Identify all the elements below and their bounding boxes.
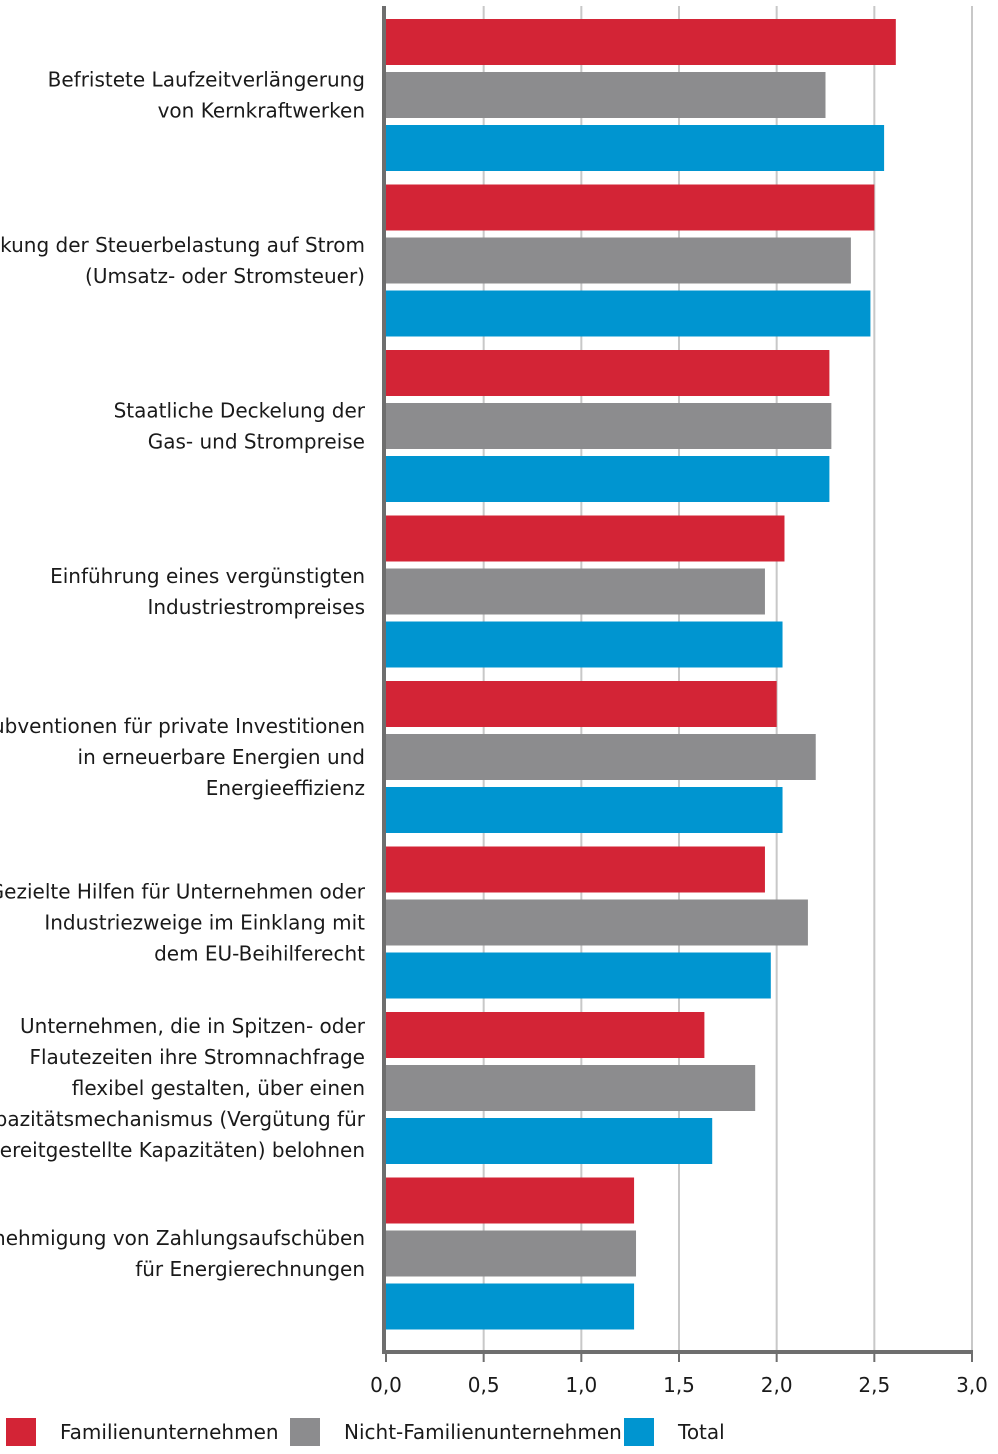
axes [382, 6, 973, 1362]
x-tick-label: 1,5 [663, 1373, 695, 1397]
x-tick-label: 0,0 [370, 1373, 402, 1397]
category-label-line: Kapazitätsmechanismus (Vergütung für [0, 1107, 366, 1131]
category-label-line: bereitgestellte Kapazitäten) belohnen [0, 1138, 365, 1162]
x-tick-labels: 0,0 0,5 1,0 1,5 2,0 2,5 3,0 [370, 1373, 988, 1397]
legend-item-familienunternehmen: Familienunternehmen [6, 1412, 279, 1452]
category-labels: Befristete Laufzeitverlängerung von Kernk… [0, 68, 366, 1282]
bar-familienunternehmen [386, 846, 765, 893]
category-label-line: Gas- und Strompreise [148, 430, 365, 454]
x-tick-label: 3,0 [956, 1373, 988, 1397]
bar-total [386, 125, 885, 171]
category-label-line: Gezielte Hilfen für Unternehmen oder [0, 880, 366, 904]
bar-chart: Befristete Laufzeitverlängerung von Kernk… [0, 6, 988, 1397]
legend-swatch-familienunternehmen [6, 1418, 36, 1446]
category-label: Senkung der Steuerbelastung auf Strom (Um… [0, 233, 365, 288]
bar-nicht-familienunternehmen [386, 237, 851, 284]
category-label-line: von Kernkraftwerken [158, 99, 365, 123]
bar-familienunternehmen [386, 1177, 635, 1224]
category-label-line: Industriestrompreises [147, 595, 365, 619]
legend-item-total: Total [624, 1412, 725, 1452]
bar-nicht-familienunternehmen [386, 403, 832, 449]
bar-nicht-familienunternehmen [386, 568, 765, 615]
x-tick-label: 0,5 [468, 1373, 500, 1397]
x-tick-label: 2,0 [761, 1373, 793, 1397]
bar-total [386, 621, 783, 668]
category-label-line: in erneuerbare Energien und [78, 745, 365, 769]
category-label-line: Flautezeiten ihre Stromnachfrage [29, 1045, 365, 1069]
legend: Familienunternehmen Nicht-Familienuntern… [0, 1412, 998, 1452]
category-label-line: Genehmigung von Zahlungsaufschüben [0, 1226, 365, 1250]
bar-familienunternehmen [386, 515, 785, 562]
category-label-line: dem EU-Beihilferecht [154, 942, 365, 966]
bar-total [386, 456, 830, 502]
bar-nicht-familienunternehmen [386, 1065, 756, 1111]
bar-familienunternehmen [386, 681, 777, 727]
category-label-line: Befristete Laufzeitverlängerung [48, 68, 365, 92]
category-label: Staatliche Deckelung der Gas- und Strompr… [114, 399, 366, 454]
bars [386, 19, 896, 1330]
bar-familienunternehmen [386, 19, 896, 65]
category-label: Subventionen für private Investitionen in… [0, 714, 365, 800]
category-label-line: flexibel gestalten, über einen [72, 1076, 365, 1100]
category-label-line: (Umsatz- oder Stromsteuer) [85, 264, 365, 288]
category-label-line: Energieeffizienz [206, 776, 365, 800]
category-label-line: Subventionen für private Investitionen [0, 714, 365, 738]
category-label-line: Einführung eines vergünstigten [50, 564, 365, 588]
bar-total [386, 1118, 713, 1164]
x-tick-label: 1,0 [565, 1373, 597, 1397]
category-label: Einführung eines vergünstigten Industries… [50, 564, 365, 619]
category-label: Befristete Laufzeitverlängerung von Kernk… [48, 68, 365, 123]
bar-total [386, 1283, 635, 1330]
category-label: Gezielte Hilfen für Unternehmen oder Indu… [0, 880, 366, 966]
category-label-line: Unternehmen, die in Spitzen- oder [20, 1014, 366, 1038]
legend-swatch-nicht-familienunternehmen [290, 1418, 320, 1446]
bar-total [386, 787, 783, 833]
category-label-line: Senkung der Steuerbelastung auf Strom [0, 233, 365, 257]
category-label: Genehmigung von Zahlungsaufschüben für En… [0, 1226, 365, 1281]
bar-nicht-familienunternehmen [386, 72, 826, 118]
bar-familienunternehmen [386, 184, 875, 231]
category-label: Unternehmen, die in Spitzen- oder Flautez… [0, 1014, 366, 1162]
category-label-line: für Energierechnungen [135, 1257, 365, 1281]
legend-label-nicht-familienunternehmen: Nicht-Familienunternehmen [344, 1420, 622, 1444]
legend-item-nicht-familienunternehmen: Nicht-Familienunternehmen [290, 1412, 622, 1452]
bar-total [386, 290, 871, 337]
bar-nicht-familienunternehmen [386, 1230, 637, 1277]
category-label-line: Staatliche Deckelung der [114, 399, 366, 423]
legend-swatch-total [624, 1418, 654, 1446]
bar-nicht-familienunternehmen [386, 734, 816, 780]
bar-nicht-familienunternehmen [386, 899, 808, 946]
bar-familienunternehmen [386, 350, 830, 396]
legend-label-total: Total [678, 1420, 725, 1444]
bar-total [386, 952, 771, 999]
x-tick-label: 2,5 [858, 1373, 890, 1397]
category-label-line: Industriezweige im Einklang mit [44, 911, 365, 935]
legend-label-familienunternehmen: Familienunternehmen [60, 1420, 279, 1444]
bar-familienunternehmen [386, 1012, 705, 1058]
